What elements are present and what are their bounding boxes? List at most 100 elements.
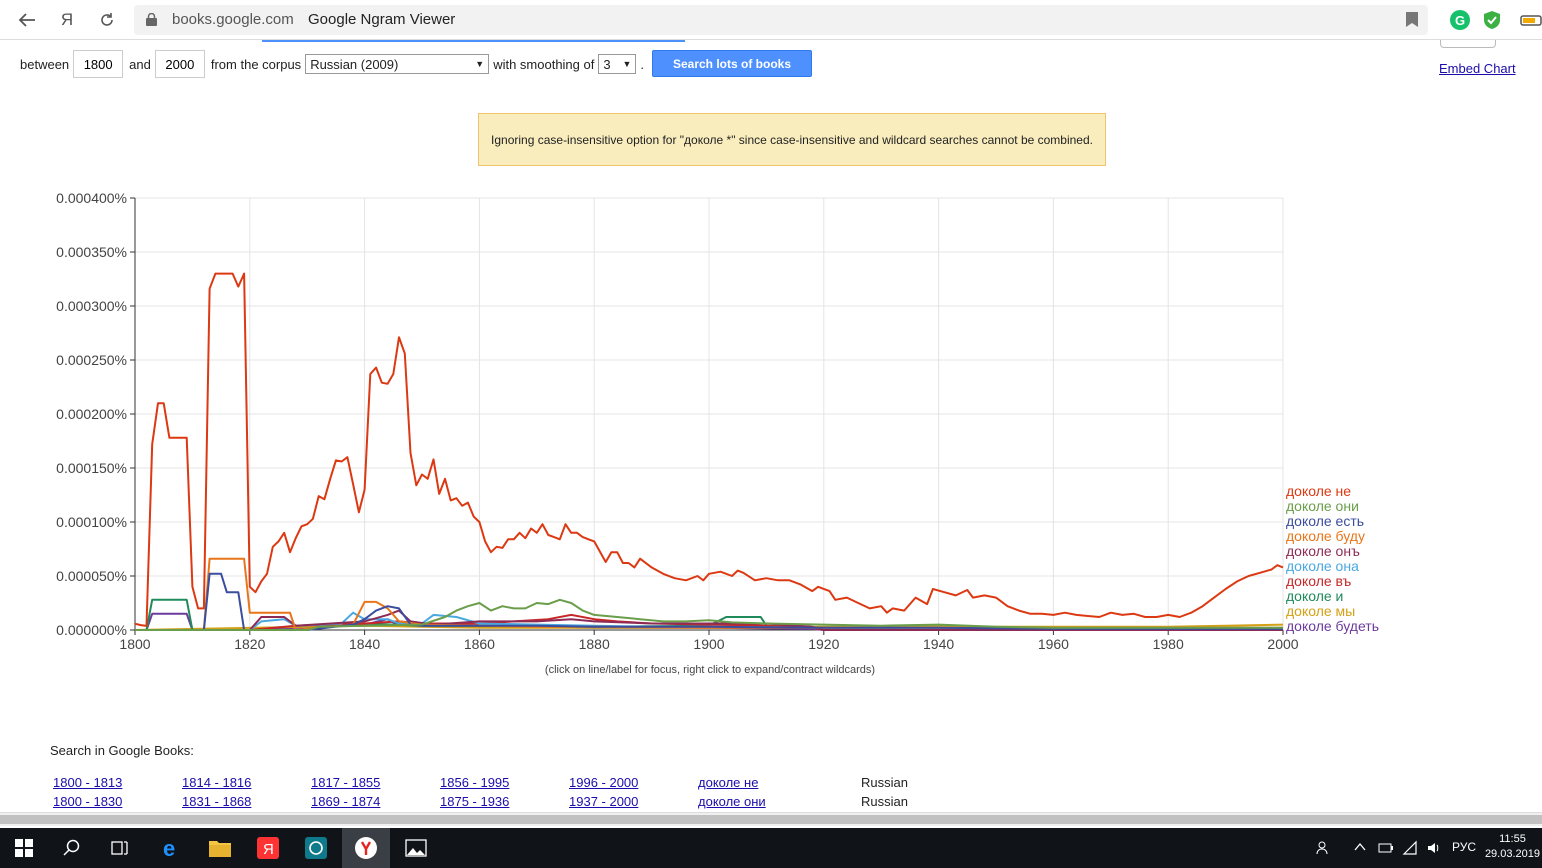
- legend-label[interactable]: доколе есть: [1286, 513, 1364, 529]
- books-section-title: Search in Google Books:: [50, 743, 194, 758]
- horizontal-scrollbar[interactable]: [0, 812, 1542, 826]
- x-tick-label: 1880: [579, 636, 610, 652]
- legend-label[interactable]: доколе она: [1286, 558, 1359, 574]
- x-tick-label: 1840: [349, 636, 380, 652]
- legend-label[interactable]: доколе будеть: [1286, 618, 1379, 634]
- books-range-link[interactable]: 1875 - 1936: [440, 794, 510, 809]
- corpus-select[interactable]: Russian (2009) ▼: [305, 54, 490, 74]
- x-tick-label: 1800: [119, 636, 150, 652]
- people-icon[interactable]: [1316, 840, 1332, 856]
- x-tick-label: 1920: [808, 636, 839, 652]
- scrollbar-thumb[interactable]: [0, 815, 1542, 824]
- wifi-icon[interactable]: [1402, 840, 1418, 856]
- y-tick-label: 0.000100%: [56, 514, 127, 530]
- series-line[interactable]: [135, 598, 1283, 631]
- books-range-link[interactable]: 1937 - 2000: [569, 794, 639, 809]
- downloads-icon[interactable]: [1520, 10, 1542, 30]
- dropdown-arrow-icon: ▼: [475, 59, 485, 69]
- taskbar-search-button[interactable]: [48, 828, 96, 868]
- books-range-link[interactable]: 1831 - 1868: [182, 794, 252, 809]
- search-button[interactable]: Search lots of books: [652, 50, 812, 77]
- input-language[interactable]: РУС: [1452, 840, 1477, 854]
- shield-icon[interactable]: [1482, 10, 1502, 30]
- arrow-left-icon: [18, 13, 35, 27]
- yandex-home-button[interactable]: Я: [54, 8, 80, 32]
- clock-time: 11:55: [1499, 833, 1526, 845]
- books-query-link[interactable]: доколе они: [698, 794, 766, 809]
- x-axis: 1800 1820 1840 1860 1880 1900 1920 1940 1960 1980…: [119, 629, 1299, 652]
- bookmark-icon[interactable]: [1406, 12, 1418, 27]
- volume-icon[interactable]: [1426, 840, 1442, 856]
- battery-icon[interactable]: [1378, 842, 1394, 854]
- y-tick-label: 0.000300%: [56, 298, 127, 314]
- start-year-input[interactable]: [73, 50, 124, 78]
- books-range-link[interactable]: 1814 - 1816: [182, 775, 252, 790]
- y-tick-label: 0.000350%: [56, 244, 127, 260]
- smoothing-select-value: 3: [603, 56, 611, 72]
- yandex-browser-taskbar-button[interactable]: [342, 828, 390, 868]
- reload-button[interactable]: [94, 8, 120, 32]
- legend-label[interactable]: доколе они: [1286, 498, 1359, 514]
- svg-text:G: G: [1455, 13, 1465, 28]
- y-axis: 0.000000% 0.000050% 0.000100% 0.000150% 0.00…: [56, 190, 136, 638]
- legend-label[interactable]: доколе не: [1286, 483, 1351, 499]
- lock-icon: [146, 13, 157, 26]
- x-tick-label: 1860: [464, 636, 495, 652]
- books-range-link[interactable]: 1869 - 1874: [311, 794, 381, 809]
- query-input-underline: [262, 40, 685, 42]
- y-tick-label: 0.000250%: [56, 352, 127, 368]
- period-text: .: [640, 56, 644, 72]
- svg-text:e: e: [163, 837, 175, 859]
- tweet-button-edge[interactable]: [1440, 40, 1496, 48]
- books-range-link[interactable]: 1817 - 1855: [311, 775, 381, 790]
- warning-message: Ignoring case-insensitive option for "до…: [478, 113, 1106, 166]
- books-range-link[interactable]: 1800 - 1813: [53, 775, 123, 790]
- chevron-up-icon[interactable]: [1354, 842, 1366, 852]
- dropdown-arrow-icon: ▼: [622, 59, 632, 69]
- legend-label[interactable]: доколе мы: [1286, 603, 1355, 619]
- x-tick-label: 1900: [693, 636, 724, 652]
- address-page-title: Google Ngram Viewer: [308, 11, 456, 28]
- edge-taskbar-button[interactable]: e: [148, 828, 196, 868]
- windows-logo-icon: [15, 839, 33, 857]
- chart-grid: [134, 197, 1284, 631]
- photos-taskbar-button[interactable]: [392, 828, 440, 868]
- legend-label[interactable]: доколе въ: [1286, 573, 1352, 589]
- yandex-icon: Я: [257, 837, 279, 859]
- explorer-taskbar-button[interactable]: [196, 828, 244, 868]
- task-view-button[interactable]: [96, 828, 144, 868]
- browser-toolbar: Я books.google.com Google Ngram Viewer G: [0, 0, 1542, 40]
- start-button[interactable]: [0, 828, 48, 868]
- x-tick-label: 1820: [234, 636, 265, 652]
- series-line[interactable]: [134, 272, 1284, 627]
- books-language: Russian: [861, 775, 908, 790]
- end-year-input[interactable]: [154, 50, 205, 78]
- address-bar[interactable]: books.google.com Google Ngram Viewer: [134, 5, 1428, 35]
- x-tick-label: 1940: [923, 636, 954, 652]
- address-domain: books.google.com: [172, 11, 294, 28]
- books-query-link[interactable]: доколе не: [698, 775, 759, 790]
- image-icon: [405, 839, 427, 857]
- task-view-icon: [111, 841, 128, 855]
- embed-chart-link[interactable]: Embed Chart: [1439, 61, 1516, 76]
- books-language: Russian: [861, 794, 908, 809]
- corpus-select-value: Russian (2009): [310, 56, 399, 72]
- books-range-link[interactable]: 1800 - 1830: [53, 794, 123, 809]
- legend-label[interactable]: доколе буду: [1286, 528, 1365, 544]
- smoothing-select[interactable]: 3 ▼: [598, 54, 637, 74]
- legend-label[interactable]: доколе и: [1286, 588, 1343, 604]
- grammarly-icon[interactable]: G: [1450, 10, 1470, 30]
- series-line[interactable]: [135, 572, 1283, 631]
- and-label: and: [129, 56, 151, 72]
- x-tick-label: 2000: [1267, 636, 1298, 652]
- back-button[interactable]: [14, 8, 40, 32]
- smoothing-label: with smoothing of: [493, 56, 595, 72]
- books-range-link[interactable]: 1996 - 2000: [569, 775, 639, 790]
- yandex-taskbar-button[interactable]: Я: [244, 828, 292, 868]
- books-range-link[interactable]: 1856 - 1995: [440, 775, 510, 790]
- whatsapp-taskbar-button[interactable]: [292, 828, 340, 868]
- legend-label[interactable]: доколе онъ: [1286, 543, 1360, 559]
- system-clock[interactable]: 11:55 29.03.2019: [1485, 832, 1540, 862]
- chart-series: [134, 272, 1284, 631]
